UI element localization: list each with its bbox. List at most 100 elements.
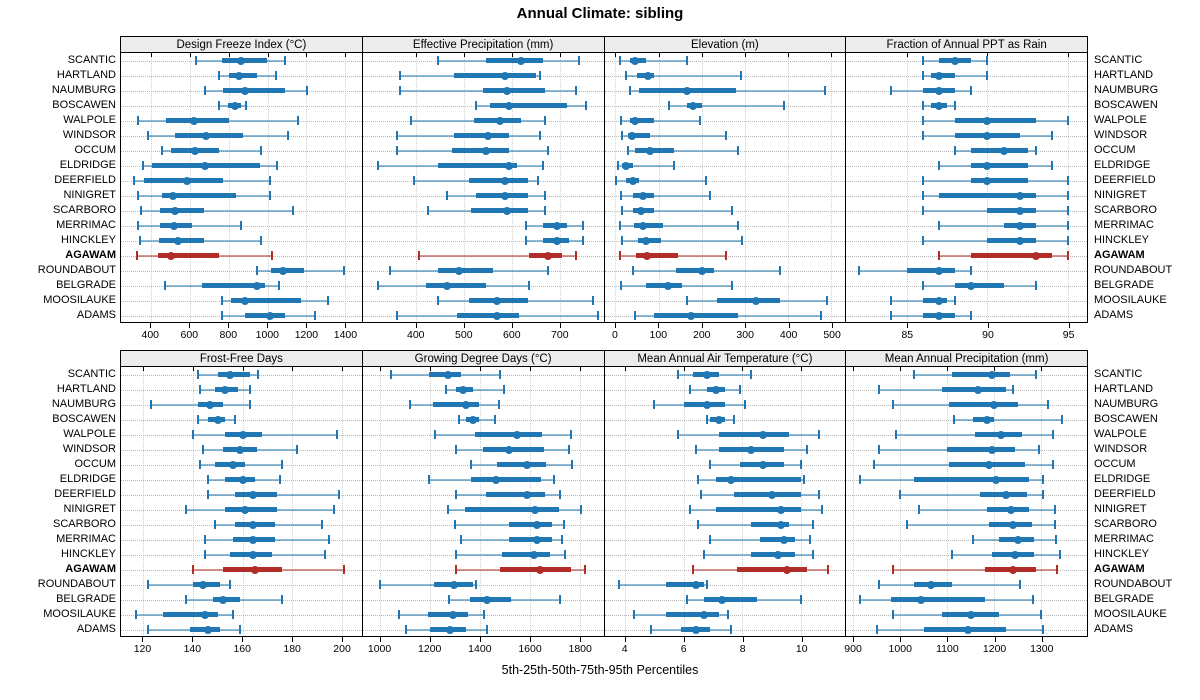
vertical-gridline <box>480 367 481 636</box>
x-axis-tick <box>1041 637 1043 642</box>
whisker-cap-left <box>619 251 622 260</box>
whisker-cap-left <box>206 475 209 484</box>
whisker-cap-left <box>875 625 878 634</box>
x-axis-tick <box>530 637 532 642</box>
vertical-gridline <box>511 53 513 322</box>
whisker-cap-right <box>281 595 284 604</box>
station-label-naumburg: NAUMBURG <box>51 84 116 96</box>
chart-panel-mean-annual-air-temperature-c <box>603 367 846 636</box>
median-dot <box>630 56 639 65</box>
top-axis-tick <box>192 367 194 371</box>
median-dot <box>973 385 982 394</box>
chart-panel-frost-free-days <box>121 367 362 636</box>
whisker-cap-left <box>204 535 207 544</box>
whisker-cap-right <box>229 580 232 589</box>
station-label-eldridge: ELDRIDGE <box>1094 159 1151 171</box>
whisker-cap-right <box>744 400 747 409</box>
whisker-cap-right <box>800 595 803 604</box>
iqr-bar <box>987 208 1036 213</box>
x-axis-tick-label: 90 <box>982 329 994 341</box>
station-label-deerfield: DEERFIELD <box>54 174 116 186</box>
x-axis-tick <box>242 637 244 642</box>
top-axis-tick <box>151 53 153 57</box>
top-axis-tick <box>292 367 294 371</box>
whisker-cap-right <box>296 445 299 454</box>
iqr-bar <box>454 133 510 138</box>
whisker-cap-left <box>201 445 204 454</box>
whisker-cap-left <box>436 56 439 65</box>
whisker-cap-left <box>218 101 221 110</box>
median-dot <box>493 311 502 320</box>
whisker-line <box>907 523 1056 526</box>
station-label-scarboro: SCARBORO <box>1094 204 1157 216</box>
whisker-cap-right <box>986 71 989 80</box>
whisker-cap-left <box>149 400 152 409</box>
panel-header-growing-degree-days-c: Growing Degree Days (°C) <box>361 350 605 367</box>
top-axis-tick <box>511 53 513 57</box>
whisker-cap-right <box>819 311 822 320</box>
whisker-line <box>895 433 1053 436</box>
whisker-cap-right <box>240 221 243 230</box>
station-label-boscawen: BOSCAWEN <box>52 99 116 111</box>
top-axis-tick <box>744 53 746 57</box>
x-axis-tick <box>624 637 626 642</box>
whisker-cap-left <box>922 281 925 290</box>
iqr-bar <box>716 298 780 303</box>
vertical-gridline <box>306 53 308 322</box>
vertical-gridline <box>559 53 561 322</box>
median-dot <box>643 251 652 260</box>
whisker-cap-right <box>1050 131 1053 140</box>
x-axis-tick-label: 180 <box>283 643 301 655</box>
median-dot <box>935 71 944 80</box>
station-label-eldridge: ELDRIDGE <box>59 159 116 171</box>
station-label-adams: ADAMS <box>76 309 116 321</box>
iqr-bar <box>432 402 479 407</box>
station-label-scantic: SCANTIC <box>67 368 116 380</box>
median-dot <box>703 400 712 409</box>
whisker-cap-right <box>1018 580 1021 589</box>
median-dot <box>1001 490 1010 499</box>
station-label-boscawen: BOSCAWEN <box>52 413 116 425</box>
median-dot <box>1013 535 1022 544</box>
median-dot <box>202 131 211 140</box>
median-dot <box>1008 520 1017 529</box>
station-label-occum: OCCUM <box>74 458 116 470</box>
median-dot <box>500 191 509 200</box>
chart-panel-design-freeze-index-c <box>121 53 362 322</box>
station-label-roundabout: ROUNDABOUT <box>1094 264 1173 276</box>
median-dot <box>639 221 648 230</box>
station-label-eldridge: ELDRIDGE <box>59 473 116 485</box>
panels-area <box>120 367 1088 637</box>
whisker-cap-left <box>134 610 137 619</box>
x-axis-tick-label: 300 <box>736 329 754 341</box>
median-dot <box>773 550 782 559</box>
median-dot <box>935 101 944 110</box>
whisker-cap-left <box>135 251 138 260</box>
median-dot <box>503 86 511 95</box>
iqr-bar <box>736 567 808 572</box>
top-axis-tick <box>416 53 418 57</box>
x-axis-tick <box>683 637 685 642</box>
station-label-eldridge: ELDRIDGE <box>1094 473 1151 485</box>
whisker-cap-right <box>817 490 820 499</box>
x-axis-mean-annual-precipitation-mm: 900 1000 1100 1200 1300 <box>844 637 1088 659</box>
median-dot <box>443 370 452 379</box>
top-axis-tick <box>683 367 685 371</box>
iqr-bar <box>471 477 542 482</box>
median-dot <box>523 490 532 499</box>
vertical-gridline <box>380 367 382 636</box>
median-dot <box>252 281 261 290</box>
x-axis-tick <box>947 637 949 642</box>
whisker-cap-left <box>396 146 399 155</box>
x-axis-tick <box>150 323 152 328</box>
whisker-cap-right <box>1061 415 1064 424</box>
station-labels-left: SCANTIC HARTLAND NAUMBURG BOSCAWEN WALPOLE WI… <box>2 53 120 323</box>
x-axis-tick-label: 100 <box>649 329 668 341</box>
median-dot <box>759 430 768 439</box>
station-label-adams: ADAMS <box>76 623 116 635</box>
median-dot <box>183 176 191 185</box>
iqr-bar <box>955 283 1004 288</box>
iqr-bar <box>161 193 236 198</box>
whisker-cap-right <box>577 56 580 65</box>
x-axis-tick <box>853 637 855 642</box>
